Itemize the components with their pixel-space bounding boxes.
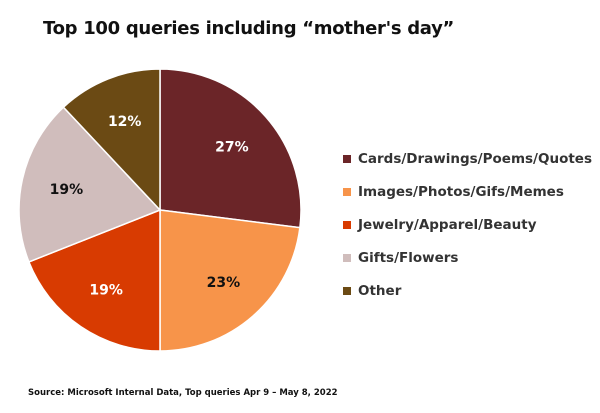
- legend-swatch: [343, 187, 351, 196]
- pie-slice: [159, 209, 301, 352]
- chart-title: Top 100 queries including “mother's day”: [43, 18, 455, 39]
- legend-item-other: Other: [343, 274, 592, 307]
- slice-label: 27%: [215, 140, 249, 156]
- legend-swatch: [343, 220, 351, 229]
- slice-label: 19%: [50, 182, 84, 198]
- slice-label: 12%: [108, 114, 142, 130]
- legend-item-images: Images/Photos/Gifs/Memes: [343, 175, 592, 208]
- pie-slice: [62, 68, 161, 212]
- pie-slice: [18, 106, 162, 263]
- legend-swatch: [343, 253, 351, 262]
- pie-slices: [18, 68, 302, 352]
- legend-item-cards: Cards/Drawings/Poems/Quotes: [343, 142, 592, 175]
- legend-swatch: [343, 286, 351, 295]
- pie-slice: [159, 68, 302, 229]
- slice-label: 19%: [89, 282, 123, 298]
- slice-label: 23%: [207, 275, 241, 291]
- pie-slice: [27, 208, 161, 352]
- legend: Cards/Drawings/Poems/Quotes Images/Photo…: [343, 142, 592, 307]
- legend-label: Jewelry/Apparel/Beauty: [358, 216, 537, 233]
- legend-item-jewelry: Jewelry/Apparel/Beauty: [343, 208, 592, 241]
- legend-swatch: [343, 154, 351, 163]
- legend-label: Gifts/Flowers: [358, 249, 459, 266]
- legend-label: Other: [358, 282, 402, 299]
- legend-label: Cards/Drawings/Poems/Quotes: [358, 150, 592, 167]
- legend-item-gifts: Gifts/Flowers: [343, 241, 592, 274]
- source-note: Source: Microsoft Internal Data, Top que…: [28, 388, 338, 398]
- pie-labels: 27% 23% 19% 19% 12%: [50, 114, 249, 298]
- legend-label: Images/Photos/Gifs/Memes: [358, 183, 564, 200]
